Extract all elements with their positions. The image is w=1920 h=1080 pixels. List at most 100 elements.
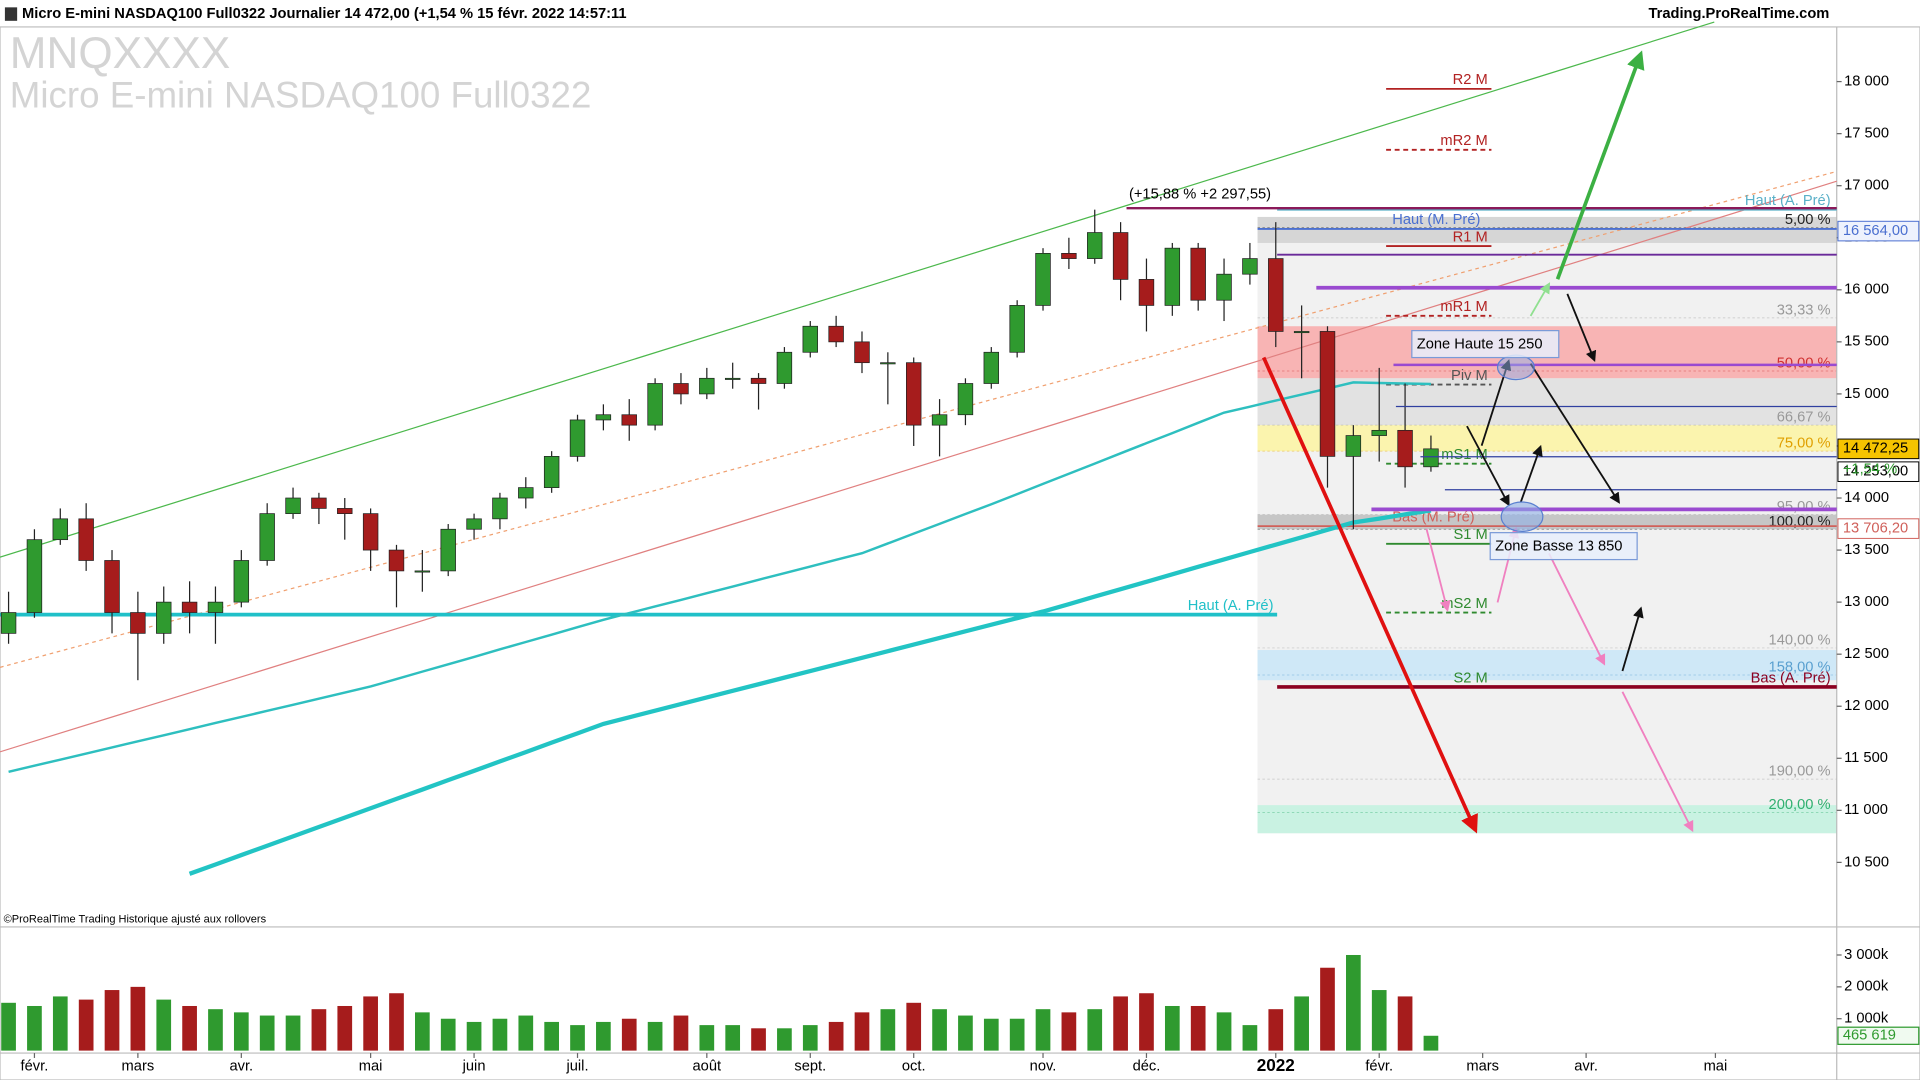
candle-body [388,549,405,572]
level-label: Bas (A. Pré) [1751,670,1831,686]
price-tag [1837,438,1920,460]
volume-bar [27,1005,42,1051]
price-axis: 1 000k 2 000k 3 000k 10 500 11 000 11 500 12 0… [1836,73,1889,1027]
level-label: mR1 M [1440,299,1487,315]
volume-tag [1837,1026,1920,1045]
candle-body [621,414,637,426]
candle-body [78,518,94,561]
header-bar [0,0,1920,27]
volume [1,954,1439,1051]
arrow [1555,50,1645,280]
arrow [1621,691,1694,833]
x-tick-label: oct. [902,1058,926,1074]
candle-body [983,351,1000,384]
zone [1257,805,1837,834]
candle-body [259,513,275,561]
candle-body [52,518,69,541]
fib-label: 66,67 % [1777,410,1831,426]
volume-bar [337,1005,353,1051]
x-tick-label: mai [359,1058,383,1074]
x-tick-label: mars [122,1058,155,1074]
candle-body [1216,273,1232,301]
moving-averages [8,381,1432,876]
candle-body [1035,253,1051,306]
candle-body [414,570,431,573]
candle-body [724,377,741,380]
volume-bar [544,1021,560,1051]
channel-line [0,21,1715,558]
x-tick-label: avr. [1574,1058,1598,1074]
candle-body [337,508,353,515]
volume-bar [802,1025,818,1051]
volume-bar [182,1005,197,1051]
x-tick-label: mars [1466,1058,1499,1074]
volume-bar [1346,954,1361,1051]
level-label: mR2 M [1440,133,1487,149]
x-tick-label: avr. [229,1058,253,1074]
candle-body [647,383,663,426]
level-label: mS1 M [1441,447,1488,463]
volume-bar [1190,1005,1206,1051]
volume-bar [1113,996,1128,1051]
levels: R2 M mR2 M R1 M mR1 M Piv M mS1 M S1 M mS2 M S2 … [0,72,1837,689]
volume-bar [1423,1035,1439,1051]
y-tick-label: 14 000 [1844,490,1889,506]
y-tick-label: 12 500 [1844,646,1889,662]
watermark-symbol: MNQXXXX [10,29,230,78]
header-title: Micro E-mini NASDAQ100 Full0322 Journali… [22,6,627,22]
volume-tick-label: 2 000k [1844,979,1889,995]
moving-average [8,381,1431,773]
level-label: R2 M [1453,72,1488,88]
x-tick-label: juin [462,1058,486,1074]
candle-body [1112,232,1129,280]
volume-bar [751,1028,766,1051]
volume-bar [906,1002,922,1051]
candle-body [880,362,896,365]
candle-body [285,497,301,515]
volume-bar [311,1009,327,1051]
candle-body [311,497,327,509]
x-tick-label: juil. [565,1058,588,1074]
volume-bar [1242,1025,1258,1051]
price-tag [1837,461,1920,482]
y-tick-label: 17 000 [1844,178,1889,194]
move-annotation: (+15,88 % +2 297,55) [1129,187,1271,203]
volume-bar [1268,1009,1284,1051]
arrow [1529,363,1620,504]
arrow [1566,293,1597,363]
x-tick-label: févr. [1365,1058,1393,1074]
candle-body [906,362,922,426]
volume-bar [880,1009,896,1051]
candle-body [750,377,767,384]
volume-bar [1139,993,1154,1051]
fib-label: 75,00 % [1777,436,1831,452]
volume-tag-label: 465 619 [1843,1028,1896,1044]
price-tag [1837,220,1920,242]
volume-bar [932,1009,947,1051]
zone-low-box [1489,532,1638,561]
volume-bar [1087,1009,1103,1051]
volume-bar [647,1021,663,1051]
zone [1257,378,1837,426]
candle-body [1397,429,1413,468]
volume-bar [52,996,68,1051]
arrow [1548,553,1606,666]
candle-body [1319,331,1336,457]
volume-bar [1009,1018,1025,1051]
level-label: Haut (A. Pré) [1745,193,1831,209]
y-tick-label: 16 000 [1844,282,1889,298]
fib-label: 190,00 % [1769,764,1831,780]
price-tag-label: 16 564,00 [1843,223,1908,239]
arrow [1519,444,1543,503]
candle-body [1268,258,1284,332]
target-circle [1496,354,1535,381]
zone [1257,425,1837,452]
x-tick-label: sept. [794,1058,826,1074]
volume-bar [104,990,120,1051]
volume-bar [208,1009,223,1051]
level-label: Piv M [1451,368,1488,384]
volume-bar [233,1012,249,1051]
volume-bar [673,1015,689,1051]
arrow [1261,356,1478,834]
